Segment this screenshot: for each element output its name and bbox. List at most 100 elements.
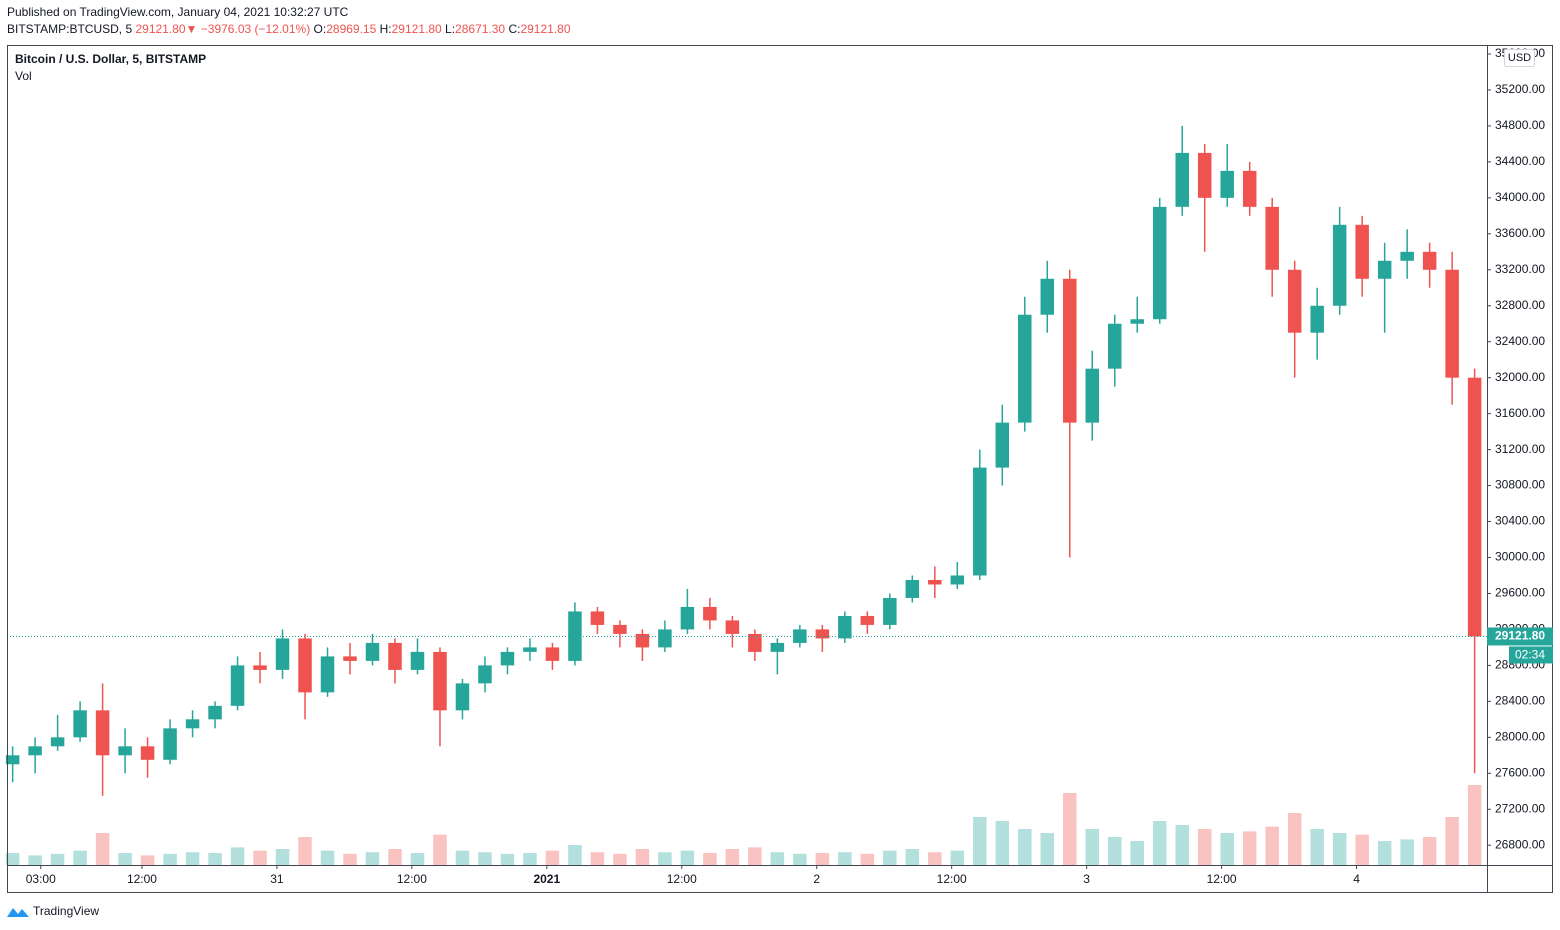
volume-bar: [1175, 825, 1189, 865]
volume-bar: [613, 853, 627, 865]
volume-bar: [1310, 829, 1324, 865]
volume-bar: [635, 849, 650, 865]
currency-box[interactable]: [1504, 49, 1535, 67]
volume-bar: [1422, 837, 1437, 865]
candle-body: [1040, 278, 1055, 315]
volume-bar: [298, 837, 312, 865]
volume-bar: [118, 853, 132, 865]
candle-body: [680, 606, 695, 630]
candle-body: [1400, 251, 1414, 261]
y-tick-label: 30000.00: [1495, 550, 1545, 564]
x-tick-label: 31: [270, 872, 284, 886]
candle-body: [163, 728, 177, 760]
volume-bar: [1400, 839, 1414, 865]
y-tick-label: 33200.00: [1495, 262, 1545, 276]
candle-body: [1377, 260, 1392, 279]
candle-body: [973, 467, 987, 576]
currency[interactable]: USD: [1508, 52, 1531, 64]
candle-body: [703, 606, 717, 621]
candle-body: [1265, 206, 1279, 270]
volume-bar: [50, 853, 65, 865]
candle-body: [995, 422, 1010, 468]
candle-body: [1085, 368, 1100, 423]
candle-body: [1152, 206, 1167, 320]
volume-bar: [838, 852, 852, 865]
volume-label: Vol: [15, 69, 32, 83]
x-tick-label: 3: [1083, 872, 1090, 886]
volume-bar: [928, 852, 942, 865]
volume-bar: [725, 849, 740, 865]
volume-bar: [748, 847, 762, 865]
candle-body: [523, 647, 537, 652]
volume-bar: [545, 850, 560, 865]
candle-body: [1467, 377, 1482, 637]
candle-body: [5, 755, 20, 765]
y-tick-label: 30800.00: [1495, 478, 1545, 492]
x-tick-label: 12:00: [397, 872, 427, 886]
candle-body: [50, 737, 65, 747]
c-label: C:: [508, 22, 521, 36]
volume-bar: [590, 852, 605, 865]
volume-bar: [680, 850, 695, 865]
y-tick-label: 29600.00: [1495, 586, 1545, 600]
price-tag: [1487, 627, 1553, 646]
candle-body: [815, 629, 830, 639]
change: −3976.03 (−12.01%): [200, 22, 311, 36]
candle-body: [208, 705, 222, 720]
x-tick-label: 2: [813, 872, 820, 886]
volume-bar: [1220, 833, 1234, 865]
last-price: 29121.80: [135, 22, 186, 36]
y-tick-label: 34400.00: [1495, 154, 1545, 168]
y-tick-label: 30400.00: [1495, 514, 1545, 528]
volume-bar: [500, 853, 515, 865]
symbol: BITSTAMP:BTCUSD, 5: [7, 22, 133, 36]
candle-body: [185, 719, 200, 729]
volume-bar: [1152, 821, 1167, 865]
frame: [7, 45, 1553, 893]
volume-bar: [995, 821, 1010, 865]
candle-body: [1197, 152, 1212, 198]
volume-bar: [275, 849, 290, 865]
volume-bar: [1287, 813, 1302, 865]
candle-body: [1332, 224, 1347, 306]
candle-body: [545, 647, 560, 661]
y-tick-label: 35200.00: [1495, 82, 1545, 96]
volume-bar: [163, 853, 177, 865]
candle-body: [838, 615, 852, 639]
y-tick-label: 31600.00: [1495, 406, 1545, 420]
candle-body: [433, 651, 447, 711]
candle-body: [1108, 323, 1122, 369]
low: 28671.30: [455, 22, 506, 36]
volume-bar: [253, 850, 267, 865]
candle-body: [1242, 170, 1257, 207]
volume-bar: [1040, 833, 1055, 865]
candle-body: [1018, 314, 1032, 423]
volume-bar: [208, 853, 222, 865]
candle-body: [1355, 224, 1369, 279]
candle-body: [298, 638, 312, 693]
h-label: H:: [379, 22, 392, 36]
high: 29121.80: [391, 22, 442, 36]
volume-bar: [883, 850, 897, 865]
y-tick-label: 26800.00: [1495, 837, 1545, 851]
volume-bar: [1445, 817, 1459, 865]
candle-body: [230, 665, 245, 706]
y-tick-label: 33600.00: [1495, 226, 1545, 240]
y-tick-label: 31200.00: [1495, 442, 1545, 456]
countdown: 02:34: [1515, 648, 1545, 662]
volume-bar: [455, 850, 470, 865]
candle-body: [253, 665, 267, 670]
logo-icon: [7, 908, 29, 917]
x-tick-label: 12:00: [1207, 872, 1237, 886]
volume-bar: [185, 852, 200, 865]
volume-bar: [365, 852, 380, 865]
volume-bar: [568, 845, 582, 865]
candle-body: [1220, 170, 1234, 198]
x-tick-label: 03:00: [26, 872, 56, 886]
y-tick-label: 32000.00: [1495, 370, 1545, 384]
volume-bar: [1085, 829, 1100, 865]
volume-bar: [73, 850, 87, 865]
brand: TradingView: [33, 904, 99, 918]
y-tick-label: 27200.00: [1495, 801, 1545, 815]
volume-bar: [1063, 793, 1077, 865]
